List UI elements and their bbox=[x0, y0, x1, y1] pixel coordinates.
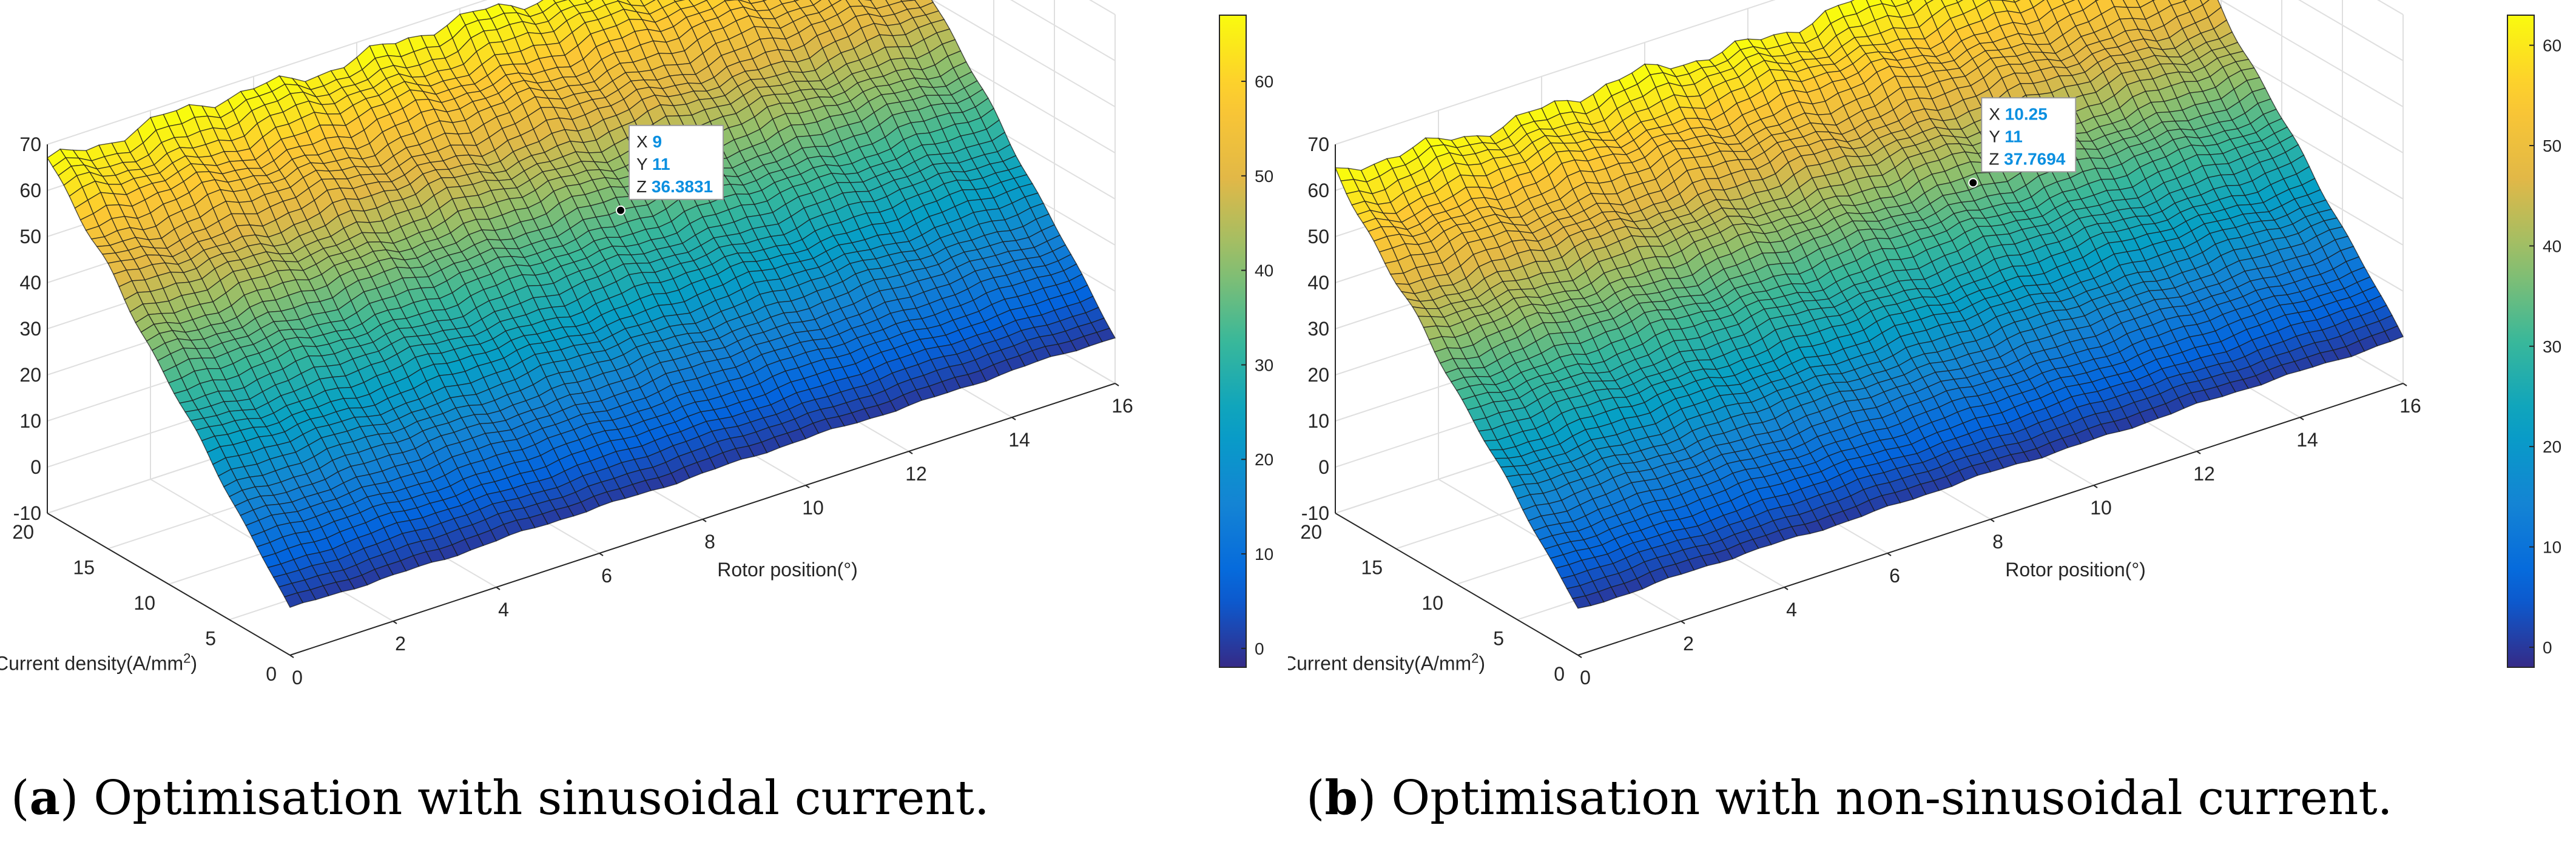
z-tick-label: 30 bbox=[19, 318, 41, 340]
surface-chart-a[interactable]: 024681012141605101520-10010203040506070R… bbox=[0, 0, 1288, 758]
x-tick-label: 6 bbox=[601, 565, 612, 587]
datatip-box bbox=[629, 124, 724, 200]
x-tick-mark bbox=[805, 485, 810, 488]
colorbar-tick-label: 20 bbox=[1255, 450, 1273, 469]
caption-a: (a) Optimisation with sinusoidal current… bbox=[11, 770, 990, 826]
colorbar-tick-label: 0 bbox=[1255, 639, 1264, 658]
y-tick-label: 15 bbox=[73, 557, 95, 579]
x-tick-mark bbox=[496, 587, 501, 590]
z-tick-label: 10 bbox=[19, 410, 41, 432]
grid-line bbox=[1010, 0, 1116, 61]
datatip-row: Y 11 bbox=[636, 155, 670, 173]
z-tick-label: 0 bbox=[30, 456, 41, 478]
datatip-row: X 9 bbox=[636, 132, 662, 151]
y-axis-line bbox=[47, 513, 291, 656]
panel-b: 0 2 4 6 8 10 12 14 16 0 5 10 15 20 -10 0 10 20 30 40 50 60 70 R… bbox=[1288, 0, 2576, 842]
x-tick-mark bbox=[289, 655, 294, 658]
colorbar-scale bbox=[1219, 15, 1247, 668]
colorbar-tick-label: 10 bbox=[1255, 545, 1273, 564]
x-tick-label: 4 bbox=[498, 599, 509, 621]
datatip-marker[interactable] bbox=[616, 205, 625, 215]
y-tick-label: 10 bbox=[133, 592, 155, 614]
colorbar-tick-label: 50 bbox=[1255, 167, 1273, 186]
x-tick-label: 0 bbox=[292, 667, 303, 689]
x-tick-label: 14 bbox=[1008, 429, 1030, 451]
x-tick-mark bbox=[1011, 417, 1016, 420]
panel-a: 0 2 4 6 8 10 12 14 16 0 5 10 15 20 -10 0 10 20 30 40 50 60 70 R… bbox=[0, 0, 1288, 826]
y-tick-label: 5 bbox=[205, 628, 216, 650]
x-tick-label: 10 bbox=[802, 497, 824, 519]
colorbar-tick-label: 30 bbox=[1255, 355, 1273, 374]
x-tick-mark bbox=[393, 621, 397, 624]
datatip-row: Z 36.3831 bbox=[636, 177, 713, 196]
z-tick-label: 50 bbox=[19, 226, 41, 248]
x-tick-mark bbox=[702, 519, 707, 522]
colorbar: 0 10 20 30 40 50 60 bbox=[1219, 15, 1273, 668]
y-axis-line bbox=[1335, 513, 1579, 656]
grid-line bbox=[2298, 0, 2404, 61]
surface bbox=[47, 0, 1116, 608]
x-tick-label: 2 bbox=[395, 633, 406, 655]
x-tick-mark bbox=[599, 553, 604, 556]
x-tick-label: 16 bbox=[1111, 395, 1133, 417]
colorbar-tick-label: 60 bbox=[1255, 72, 1273, 91]
surface bbox=[1334, 0, 2404, 609]
x-tick-mark bbox=[1114, 383, 1119, 386]
x-axis-label: Rotor position(°) bbox=[717, 559, 858, 581]
y-tick-label: 20 bbox=[12, 521, 34, 543]
datatip[interactable]: X 9 Y 11 Z 36.3831 bbox=[616, 124, 724, 215]
surface-face bbox=[283, 592, 304, 608]
x-tick-label: 8 bbox=[704, 531, 715, 553]
surface-chart-b[interactable]: 024681012141605101520-10010203040506070R… bbox=[1288, 0, 2576, 758]
z-tick-label: 40 bbox=[19, 272, 41, 294]
z-tick-label: -10 bbox=[13, 502, 41, 524]
z-tick-label: 70 bbox=[19, 133, 41, 155]
z-tick-label: 20 bbox=[19, 364, 41, 386]
y-tick-label: 0 bbox=[266, 663, 277, 685]
x-tick-mark bbox=[908, 451, 913, 454]
y-axis-label: Current density(A/mm2) bbox=[0, 650, 197, 674]
x-tick-label: 12 bbox=[905, 463, 927, 485]
z-tick-label: 60 bbox=[19, 180, 41, 201]
colorbar-tick-label: 40 bbox=[1255, 261, 1273, 280]
